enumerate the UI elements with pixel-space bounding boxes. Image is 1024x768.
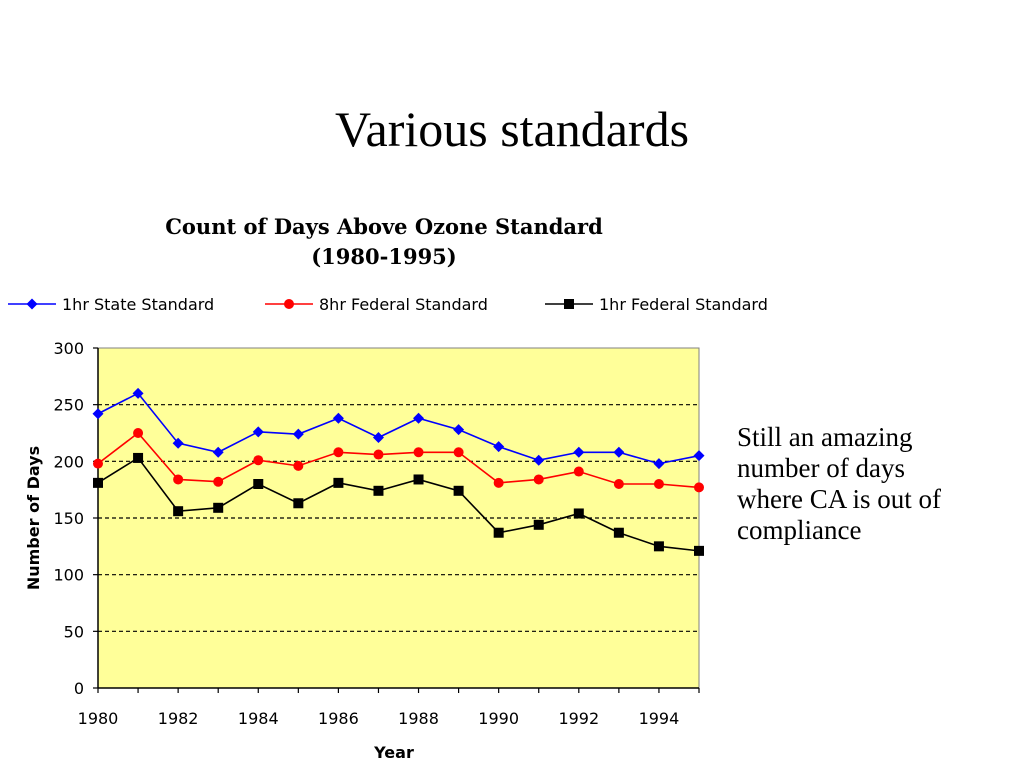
y-tick-label: 300 (53, 339, 84, 358)
data-point (533, 454, 545, 466)
series-line (97, 456, 700, 552)
data-point (493, 441, 505, 453)
y-tick-label: 150 (53, 509, 84, 528)
data-point (173, 474, 184, 485)
legend-label: 1hr Federal Standard (599, 295, 768, 314)
x-axis-label: Year (373, 743, 414, 762)
data-point (493, 527, 504, 538)
chart-subtitle: (1980-1995) (311, 244, 456, 269)
data-point (453, 485, 464, 496)
data-point (573, 446, 585, 458)
data-point (292, 428, 304, 440)
x-tick-label: 1980 (78, 709, 119, 728)
data-point (413, 474, 424, 485)
y-tick-label: 200 (53, 452, 84, 471)
series-line (97, 431, 700, 489)
gridlines (98, 404, 699, 632)
data-point (573, 508, 584, 519)
data-point (293, 460, 304, 471)
data-point (253, 479, 264, 489)
data-point (92, 408, 104, 420)
data-point (533, 474, 544, 485)
x-tick-label: 1994 (639, 709, 680, 728)
data-point (453, 424, 465, 436)
legend-item: 1hr State Standard (8, 295, 214, 314)
data-point (653, 458, 665, 470)
data-point (372, 432, 384, 444)
data-point (613, 446, 625, 458)
x-tick-label: 1986 (318, 709, 359, 728)
data-point (133, 452, 144, 463)
data-point (373, 485, 384, 496)
chart-title: Count of Days Above Ozone Standard (165, 214, 603, 239)
x-tick-label: 1992 (558, 709, 599, 728)
data-point (213, 476, 224, 487)
note-line: Still an amazing (737, 422, 913, 452)
data-point (133, 428, 144, 438)
series-1 (93, 428, 704, 493)
data-point (293, 498, 304, 509)
data-point (93, 458, 103, 469)
data-point (213, 502, 224, 513)
data-point (172, 437, 184, 449)
data-point (493, 477, 504, 488)
series-0 (92, 387, 705, 470)
y-tick-label: 250 (53, 396, 84, 415)
y-axis-label: Number of Days (24, 446, 43, 590)
data-point (453, 447, 464, 458)
data-point (693, 450, 705, 462)
data-point (333, 447, 344, 458)
note-line: where CA is out of (737, 484, 941, 514)
x-tick-label: 1984 (238, 709, 279, 728)
data-point (332, 412, 344, 424)
x-tick-label: 1988 (398, 709, 439, 728)
series-line (97, 392, 700, 465)
y-tick-label: 0 (74, 679, 84, 698)
data-point (694, 482, 704, 493)
data-point (93, 477, 103, 488)
data-point (653, 541, 664, 552)
side-note: Still an amazing number of days where CA… (737, 422, 1017, 546)
axes: 0 50 100 150 200 250 300 1980 1982 1984 1986 1988 19… (53, 339, 700, 728)
note-line: number of days (737, 453, 905, 483)
legend-item: 1hr Federal Standard (545, 295, 768, 314)
data-point (252, 426, 264, 438)
data-point (413, 412, 425, 424)
legend-marker (284, 299, 294, 309)
data-point (333, 477, 344, 488)
y-tick-label: 50 (64, 622, 84, 641)
y-tick-label: 100 (53, 566, 84, 585)
data-point (613, 479, 624, 489)
chart-legend: 1hr State Standard 8hr Federal Standard 1h… (8, 295, 768, 314)
x-tick-label: 1990 (478, 709, 519, 728)
legend-item: 8hr Federal Standard (265, 295, 488, 314)
plot-area (97, 347, 700, 689)
data-point (573, 466, 584, 477)
data-point (413, 447, 424, 458)
data-point (253, 455, 264, 466)
data-point (132, 387, 144, 399)
legend-marker (564, 299, 574, 309)
note-line: compliance (737, 515, 862, 545)
legend-label: 8hr Federal Standard (319, 295, 488, 314)
series-layer (92, 387, 705, 556)
legend-marker (26, 298, 38, 310)
data-point (533, 519, 544, 530)
data-point (613, 527, 624, 538)
data-point (653, 479, 664, 489)
x-tick-label: 1982 (158, 709, 199, 728)
data-point (173, 506, 184, 517)
legend-label: 1hr State Standard (62, 295, 214, 314)
slide-title: Various standards (334, 101, 690, 157)
data-point (694, 545, 704, 556)
data-point (373, 449, 384, 460)
data-point (212, 446, 224, 458)
series-2 (93, 452, 704, 556)
